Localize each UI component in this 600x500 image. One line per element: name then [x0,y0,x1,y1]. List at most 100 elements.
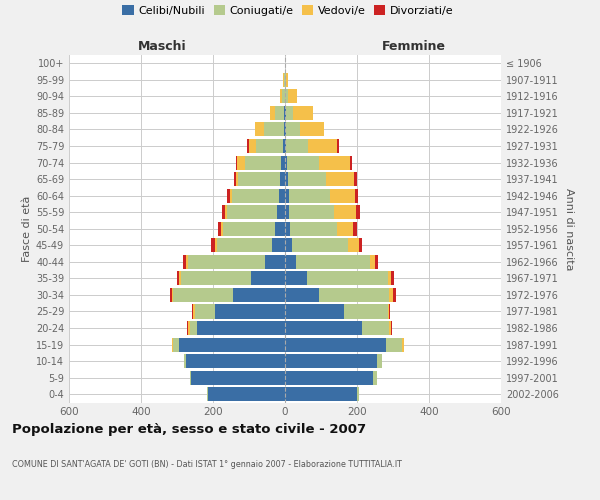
Bar [284,122,285,136]
Bar [356,205,359,219]
Bar [286,90,288,104]
Text: Maschi: Maschi [137,40,187,52]
Bar [355,172,358,186]
Bar [191,370,285,384]
Bar [375,255,378,269]
Bar [334,205,356,219]
Bar [330,188,355,202]
Bar [211,238,215,252]
Bar [285,106,286,120]
Bar [285,139,286,153]
Bar [275,106,284,120]
Bar [285,188,289,202]
Bar [207,387,208,402]
Bar [269,106,275,120]
Bar [285,288,319,302]
Bar [290,222,337,236]
Bar [285,321,362,335]
Bar [233,288,285,302]
Bar [218,222,221,236]
Bar [285,172,288,186]
Bar [233,172,236,186]
Bar [275,222,285,236]
Bar [255,122,264,136]
Bar [391,272,394,285]
Bar [350,156,352,170]
Text: Popolazione per età, sesso e stato civile - 2007: Popolazione per età, sesso e stato civil… [12,422,366,436]
Bar [280,172,285,186]
Bar [236,172,238,186]
Bar [282,90,284,104]
Bar [348,238,359,252]
Y-axis label: Anni di nascita: Anni di nascita [564,188,574,270]
Bar [265,255,285,269]
Legend: Celibi/Nubili, Coniugati/e, Vedovi/e, Divorziati/e: Celibi/Nubili, Coniugati/e, Vedovi/e, Di… [118,0,458,20]
Bar [285,122,286,136]
Bar [285,255,296,269]
Bar [245,156,281,170]
Bar [184,354,186,368]
Bar [223,222,275,236]
Bar [389,304,391,318]
Bar [286,73,288,87]
Bar [197,321,285,335]
Bar [172,288,173,302]
Bar [307,272,388,285]
Bar [215,304,285,318]
Bar [337,222,353,236]
Bar [256,139,283,153]
Bar [292,238,348,252]
Bar [172,338,173,351]
Text: Femmine: Femmine [382,40,446,52]
Bar [181,272,251,285]
Bar [319,288,389,302]
Bar [285,205,289,219]
Bar [386,338,402,351]
Bar [389,321,391,335]
Bar [187,321,188,335]
Bar [326,172,355,186]
Bar [238,156,245,170]
Bar [285,370,373,384]
Y-axis label: Fasce di età: Fasce di età [22,196,32,262]
Bar [285,387,357,402]
Bar [296,255,370,269]
Bar [362,321,389,335]
Bar [353,222,357,236]
Bar [287,156,319,170]
Bar [232,188,278,202]
Bar [221,222,223,236]
Bar [284,106,285,120]
Bar [285,238,292,252]
Bar [272,238,285,252]
Text: COMUNE DI SANT'AGATA DE' GOTI (BN) - Dati ISTAT 1° gennaio 2007 - Elaborazione T: COMUNE DI SANT'AGATA DE' GOTI (BN) - Dat… [12,460,402,469]
Bar [179,338,285,351]
Bar [308,139,337,153]
Bar [179,272,181,285]
Bar [195,304,215,318]
Bar [402,338,404,351]
Bar [208,387,285,402]
Bar [215,238,217,252]
Bar [319,156,350,170]
Bar [192,304,193,318]
Bar [238,172,280,186]
Bar [288,90,297,104]
Bar [188,255,265,269]
Bar [289,205,334,219]
Bar [370,255,375,269]
Bar [286,122,301,136]
Bar [285,304,344,318]
Bar [388,304,389,318]
Bar [183,255,186,269]
Bar [285,222,290,236]
Bar [177,272,179,285]
Bar [283,139,285,153]
Bar [173,288,233,302]
Bar [188,321,190,335]
Bar [337,139,338,153]
Bar [293,106,313,120]
Bar [285,156,287,170]
Bar [286,106,293,120]
Bar [170,288,172,302]
